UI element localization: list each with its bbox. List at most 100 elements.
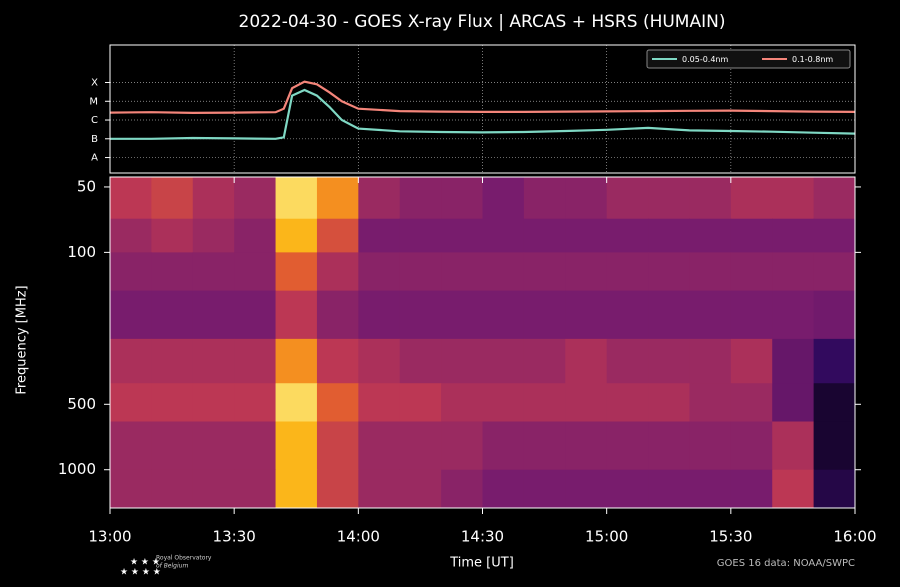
heatmap-cell (730, 338, 773, 384)
heatmap-cell (565, 290, 608, 340)
heatmap-cell (151, 218, 194, 253)
heatmap-cell (316, 290, 359, 340)
heatmap-cell (234, 177, 277, 220)
heatmap-cell (648, 177, 690, 220)
heatmap-cell (565, 252, 608, 292)
heatmap-cell (813, 290, 856, 340)
y-tick-label: 50 (77, 177, 96, 195)
heatmap-cell (275, 177, 318, 220)
heatmap-cell (234, 290, 277, 340)
heatmap-cell (606, 218, 649, 253)
y-axis-label: Frequency [MHz] (15, 285, 30, 394)
heatmap-cell (399, 469, 442, 509)
plot-frame (109, 44, 856, 174)
heatmap-cell (316, 338, 359, 384)
heatmap-cell (441, 421, 483, 471)
x-tick-label: 15:00 (585, 528, 628, 546)
heatmap-cell (482, 469, 525, 509)
y-tick-label: 100 (67, 243, 96, 261)
series-line (109, 80, 856, 115)
heatmap-cell (275, 290, 318, 340)
heatmap-cell (565, 218, 608, 253)
heatmap-cell (606, 338, 649, 384)
heatmap-cell (234, 252, 277, 292)
heatmap-cell (316, 421, 359, 471)
heatmap-cell (813, 383, 856, 423)
heatmap-cell (813, 177, 856, 220)
heatmap-cell (523, 469, 566, 509)
heatmap-cell (275, 383, 318, 423)
heatmap-cell (316, 252, 359, 292)
heatmap-cell (151, 338, 194, 384)
heatmap-cell (441, 252, 483, 292)
heatmap-cell (399, 177, 442, 220)
heatmap-cell (606, 383, 649, 423)
heatmap-cell (523, 290, 566, 340)
heatmap-cell (565, 421, 608, 471)
heatmap-cell (441, 338, 483, 384)
heatmap-cell (606, 177, 649, 220)
heatmap-cell (523, 252, 566, 292)
heatmap-cell (151, 290, 194, 340)
heatmap-cell (110, 469, 152, 509)
heatmap-cell (606, 469, 649, 509)
y-tick-label: B (91, 134, 98, 145)
heatmap-cell (482, 290, 525, 340)
heatmap-cell (151, 383, 194, 423)
heatmap-cell (523, 421, 566, 471)
heatmap-cell (110, 177, 152, 220)
heatmap-cell (606, 290, 649, 340)
heatmap-cell (358, 338, 401, 384)
heatmap-cell (358, 383, 401, 423)
heatmap-cell (441, 218, 483, 253)
heatmap-cell (234, 469, 277, 509)
heatmap-cell (730, 252, 773, 292)
heatmap-cell (606, 252, 649, 292)
heatmap-cell (234, 218, 277, 253)
heatmap-cell (441, 469, 483, 509)
heatmap-cell (523, 218, 566, 253)
heatmap-cell (192, 469, 235, 509)
heatmap-cell (772, 290, 815, 340)
heatmap-cell (648, 252, 690, 292)
heatmap-cell (110, 421, 152, 471)
heatmap-cell (275, 421, 318, 471)
heatmap-cell (110, 218, 152, 253)
heatmap-cell (772, 338, 815, 384)
heatmap-cell (606, 421, 649, 471)
heatmap-cell (648, 338, 690, 384)
y-tick-label: C (91, 115, 98, 126)
y-tick-label: M (89, 96, 98, 107)
x-tick-label: 15:30 (709, 528, 752, 546)
heatmap-cell (192, 177, 235, 220)
legend-label: 0.05-0.4nm (682, 55, 728, 64)
heatmap-cell (316, 218, 359, 253)
heatmap-cell (275, 252, 318, 292)
heatmap-cell (482, 252, 525, 292)
heatmap-cell (523, 383, 566, 423)
heatmap-cell (565, 383, 608, 423)
y-tick-label: A (91, 153, 98, 164)
heatmap-cell (151, 252, 194, 292)
heatmap-cell (648, 383, 690, 423)
heatmap-cell (234, 421, 277, 471)
heatmap-cell (730, 177, 773, 220)
heatmap-cell (772, 421, 815, 471)
heatmap-cell (358, 218, 401, 253)
heatmap-cell (275, 218, 318, 253)
heatmap-cell (399, 421, 442, 471)
heatmap-cell (648, 421, 690, 471)
heatmap-cell (441, 177, 483, 220)
heatmap-cell (441, 290, 483, 340)
heatmap-cell (234, 383, 277, 423)
heatmap-cell (772, 252, 815, 292)
heatmap-cell (275, 338, 318, 384)
heatmap-cell (358, 177, 401, 220)
heatmap-cell (648, 290, 690, 340)
heatmap-cell (648, 469, 690, 509)
heatmap-cell (482, 218, 525, 253)
heatmap-cell (110, 252, 152, 292)
y-tick-label: 1000 (58, 460, 96, 478)
heatmap-cell (399, 252, 442, 292)
heatmap-cell (730, 421, 773, 471)
